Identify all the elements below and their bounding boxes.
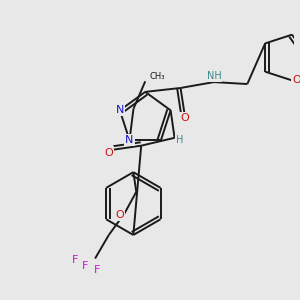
Text: NH: NH bbox=[207, 71, 221, 81]
Text: H: H bbox=[176, 135, 183, 145]
Text: N: N bbox=[125, 135, 134, 145]
Text: CH₃: CH₃ bbox=[149, 72, 165, 81]
Text: F: F bbox=[82, 261, 88, 272]
Text: O: O bbox=[104, 148, 113, 158]
Text: O: O bbox=[115, 210, 124, 220]
Text: O: O bbox=[292, 75, 300, 85]
Text: F: F bbox=[94, 265, 100, 275]
Text: O: O bbox=[180, 113, 189, 123]
Text: F: F bbox=[72, 256, 79, 266]
Text: N: N bbox=[116, 105, 124, 115]
